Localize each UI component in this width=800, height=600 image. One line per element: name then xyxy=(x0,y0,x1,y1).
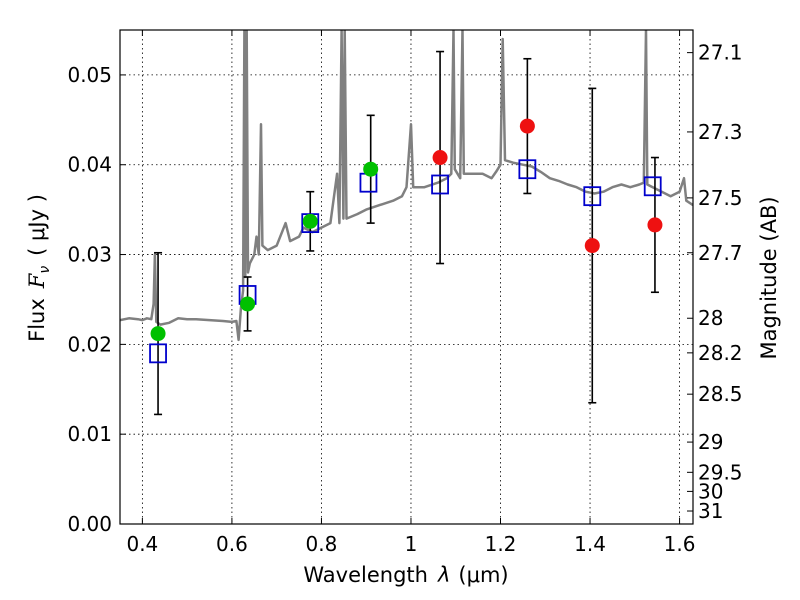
x-axis-label: Wavelength λ (μm) xyxy=(303,563,508,587)
measurement-point xyxy=(302,213,318,229)
x-tick-label: 1.6 xyxy=(664,532,696,556)
plot-frame xyxy=(119,29,694,525)
mag-tick-label: 28.5 xyxy=(698,382,743,406)
mag-tick-label: 27.3 xyxy=(698,120,743,144)
y-tick-label: 0.02 xyxy=(67,332,112,356)
mag-tick-label: 29.5 xyxy=(698,460,743,484)
x-tick-label: 0.4 xyxy=(126,532,158,556)
y-tick-label: 0.00 xyxy=(67,512,112,536)
mag-tick-label: 28.2 xyxy=(698,341,743,365)
mag-tick-label: 27.5 xyxy=(698,186,743,210)
y-tick-label: 0.01 xyxy=(67,422,112,446)
y-tick-label: 0.03 xyxy=(67,243,112,267)
x-tick-label: 1.2 xyxy=(485,532,517,556)
measurement-point xyxy=(647,217,663,233)
y-axis-label: FluxFν( μJy ) xyxy=(25,194,53,342)
measurement-point xyxy=(150,326,166,342)
y-tick-label: 0.04 xyxy=(67,153,112,177)
measurement-point xyxy=(584,238,600,254)
measurement-point xyxy=(432,150,448,166)
grid-lines xyxy=(120,30,693,525)
x-tick-label: 0.8 xyxy=(306,532,338,556)
right-axis-label: Magnitude (AB) xyxy=(757,196,781,359)
measurement-point xyxy=(363,161,379,177)
measurement-layer xyxy=(150,118,663,342)
spectrum-layer xyxy=(120,30,693,342)
model-photometry-marker xyxy=(643,176,662,197)
mag-tick-label: 27.1 xyxy=(698,41,743,65)
measurement-point xyxy=(240,296,256,312)
model-photometry-marker xyxy=(518,159,537,180)
spectrum-line xyxy=(120,30,693,342)
x-tick-label: 1 xyxy=(405,532,418,556)
model-photometry-marker xyxy=(583,186,602,207)
mag-tick-label: 29 xyxy=(698,430,723,454)
mag-tick-label: 31 xyxy=(698,499,723,523)
error-bars xyxy=(154,50,659,416)
x-tick-label: 1.4 xyxy=(574,532,606,556)
measurement-point xyxy=(519,118,535,134)
y-tick-label: 0.05 xyxy=(67,63,112,87)
model-photometry-marker xyxy=(431,174,449,195)
mag-tick-label: 27.7 xyxy=(698,241,743,265)
model-photometry-layer xyxy=(149,159,662,364)
x-tick-label: 0.6 xyxy=(216,532,248,556)
mag-tick-label: 30 xyxy=(698,479,723,503)
mag-tick-label: 28 xyxy=(698,306,723,330)
model-photometry-marker xyxy=(359,172,378,193)
model-photometry-marker xyxy=(149,343,167,364)
axis-ticks: 0.4 0.6 0.8 1 1.2 1.4 1.6 0.00 0.01 0.02 0.03 0.04 0… xyxy=(67,30,743,556)
